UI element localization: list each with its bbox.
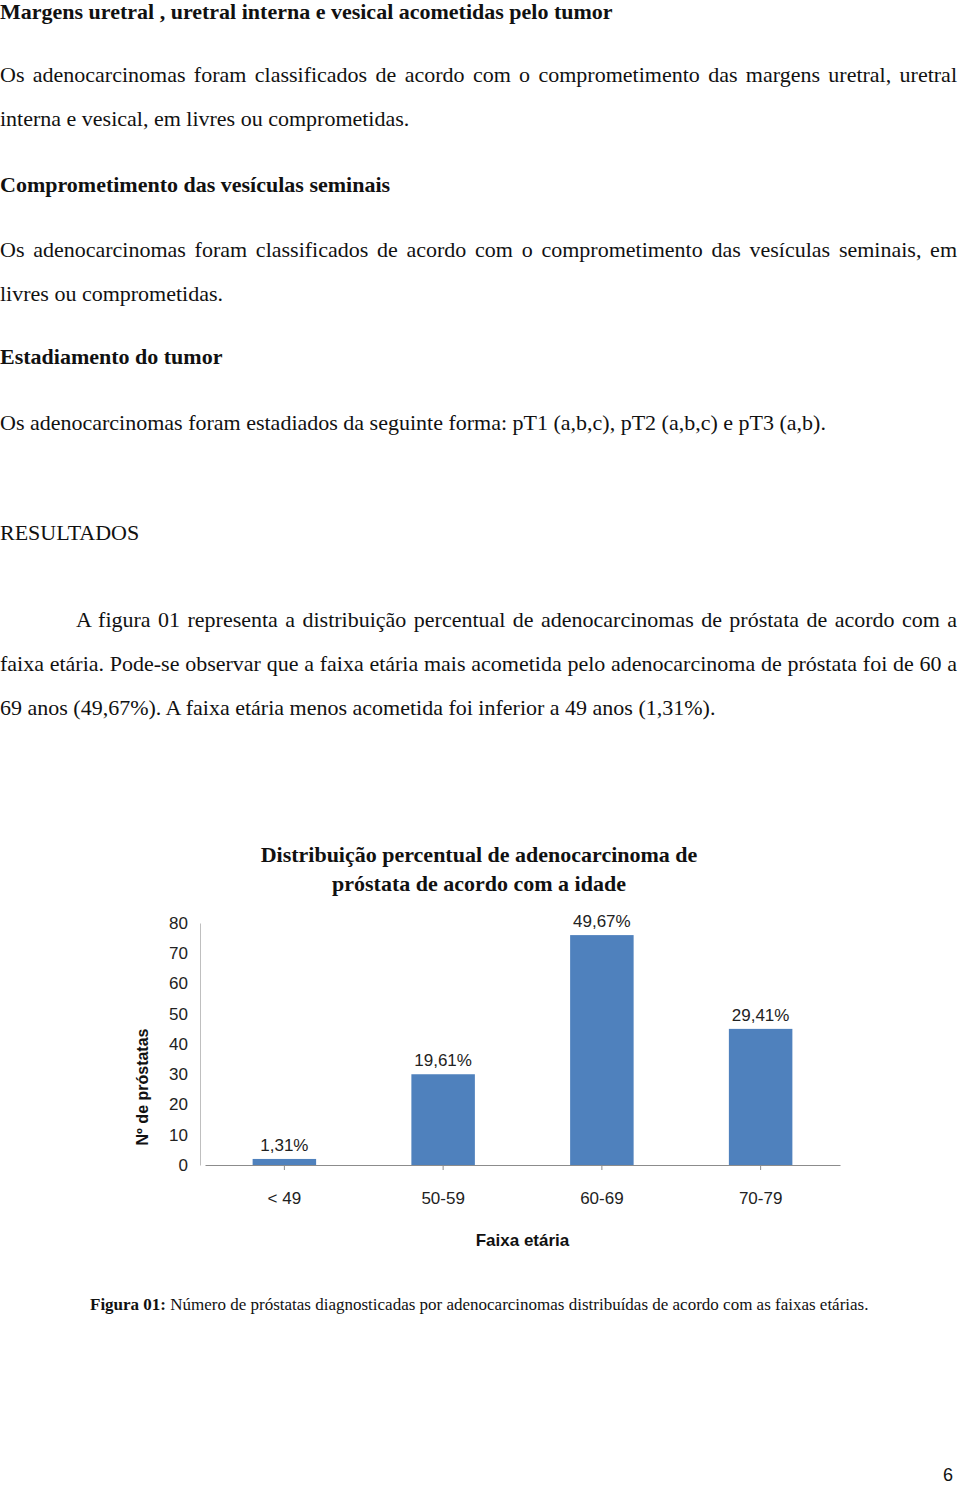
- page-number: 6: [943, 1463, 953, 1487]
- annotation: 29,41%: [732, 1006, 790, 1025]
- figure-caption: Figura 01: Número de próstatas diagnosti…: [90, 1292, 875, 1317]
- bar: [570, 935, 634, 1165]
- annotation: 19,61%: [414, 1051, 472, 1070]
- y-tick-label: 80: [169, 914, 188, 933]
- y-tick: 10: [169, 1126, 200, 1145]
- y-tick: 20: [169, 1095, 200, 1114]
- caption-label: Figura 01:: [90, 1295, 166, 1314]
- y-tick: 50: [169, 1005, 200, 1024]
- x-tick-label: 60-69: [580, 1189, 623, 1208]
- x-axis: < 49 50-59 60-69 70-79: [206, 1165, 841, 1208]
- y-tick-label: 30: [169, 1065, 188, 1084]
- y-tick-label: 50: [169, 1005, 188, 1024]
- y-tick-label: 40: [169, 1035, 188, 1054]
- y-tick-label: 10: [169, 1126, 188, 1145]
- section-paragraph: Os adenocarcinomas foram estadiados da s…: [0, 401, 957, 445]
- bars: [253, 935, 793, 1165]
- section-heading: Margens uretral , uretral interna e vesi…: [0, 0, 613, 24]
- annotation: 1,31%: [260, 1136, 308, 1155]
- caption-space: [166, 1295, 170, 1314]
- caption-text: Número de próstatas diagnosticadas por a…: [170, 1295, 868, 1314]
- bar: [729, 1029, 793, 1165]
- x-tick-mark: [284, 1165, 285, 1170]
- x-tick-label: 70-79: [739, 1189, 782, 1208]
- y-tick-label: 60: [169, 974, 188, 993]
- x-tick-label: < 49: [268, 1189, 302, 1208]
- x-tick-mark: [601, 1165, 602, 1170]
- annotations: 1,31% 19,61% 49,67% 29,41%: [260, 912, 789, 1155]
- x-tick-label: 50-59: [421, 1189, 464, 1208]
- x-tick: 60-69: [580, 1165, 623, 1208]
- y-tick: 30: [169, 1065, 200, 1084]
- x-axis-line: [206, 1165, 841, 1166]
- x-axis-title: Faixa etária: [476, 1231, 570, 1250]
- y-axis-line: [200, 924, 201, 1166]
- y-tick: 80: [169, 914, 200, 933]
- annotation: 49,67%: [573, 912, 631, 931]
- bar: [253, 1159, 317, 1165]
- y-tick: 60: [169, 974, 200, 993]
- section-paragraph: Os adenocarcinomas foram classificados d…: [0, 228, 957, 316]
- x-tick: < 49: [268, 1165, 302, 1208]
- y-tick: 0: [179, 1156, 200, 1175]
- y-tick-label: 20: [169, 1095, 188, 1114]
- y-tick: 40: [169, 1035, 200, 1054]
- y-tick: 70: [169, 944, 200, 963]
- x-tick-mark: [760, 1165, 761, 1170]
- y-tick-label: 70: [169, 944, 188, 963]
- chart-title: Distribuição percentual de adenocarcinom…: [219, 840, 739, 898]
- section-heading: Comprometimento das vesículas seminais: [0, 173, 390, 197]
- results-paragraph: A figura 01 representa a distribuição pe…: [0, 598, 957, 730]
- bar: [411, 1074, 475, 1165]
- y-axis-title: Nº de próstatas: [134, 1028, 151, 1145]
- y-axis: 0 10 20 30 40 50 60 70 80: [169, 914, 200, 1175]
- results-heading: RESULTADOS: [0, 511, 139, 555]
- x-tick-mark: [443, 1165, 444, 1170]
- chart: 0 10 20 30 40 50 60 70 80 < 49 50-59 60-69 70-79 1,31…: [0, 0, 960, 1487]
- x-tick: 50-59: [421, 1165, 464, 1208]
- section-heading: Estadiamento do tumor: [0, 345, 222, 369]
- section-paragraph: Os adenocarcinomas foram classificados d…: [0, 53, 957, 141]
- x-tick: 70-79: [739, 1165, 782, 1208]
- y-tick-label: 0: [179, 1156, 188, 1175]
